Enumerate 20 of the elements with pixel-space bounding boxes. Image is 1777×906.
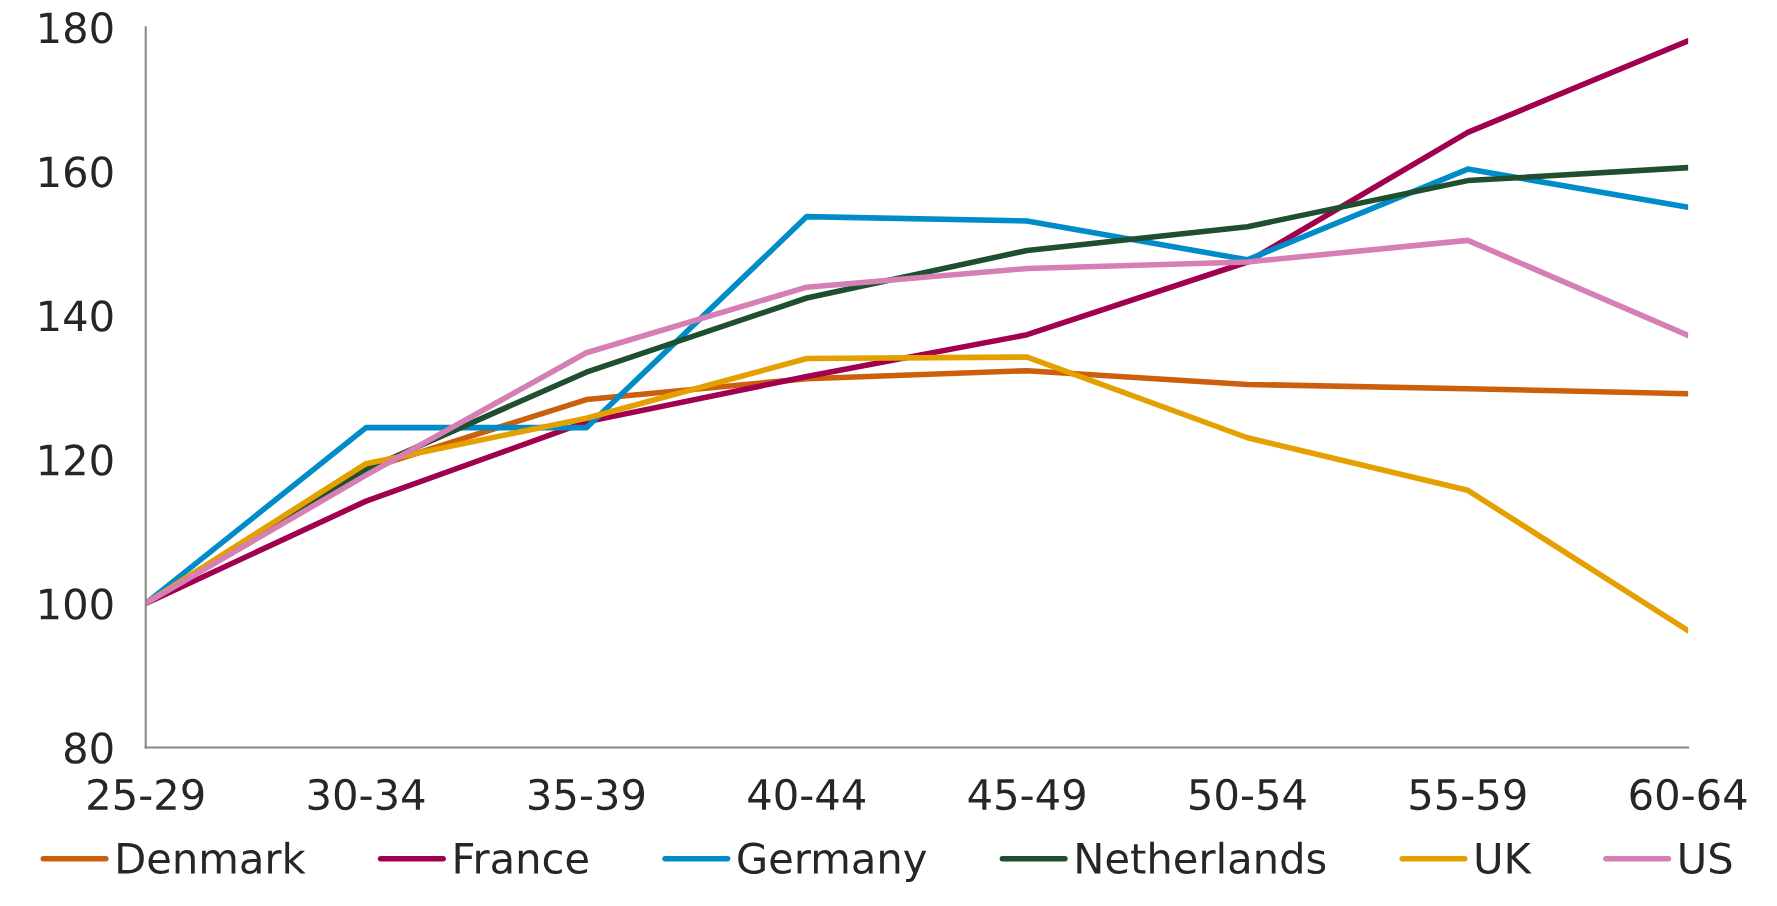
x-tick-label: 45-49 bbox=[968, 778, 1085, 811]
y-tick-label: 80 bbox=[64, 732, 113, 764]
x-tick-label: 35-39 bbox=[529, 778, 645, 811]
legend-label: UK bbox=[1476, 843, 1532, 875]
legend-label: US bbox=[1680, 842, 1732, 875]
y-tick-label: 120 bbox=[40, 444, 113, 476]
legend-label: Netherlands bbox=[1077, 841, 1326, 875]
legend-label: Denmark bbox=[118, 841, 306, 875]
x-tick-label: 55-59 bbox=[1410, 778, 1526, 811]
x-tick-label: 25-29 bbox=[88, 778, 204, 811]
x-tick-label: 60-64 bbox=[1630, 778, 1747, 811]
x-tick-label: 50-54 bbox=[1190, 778, 1306, 811]
y-tick-label: 180 bbox=[40, 12, 113, 44]
y-tick-label: 100 bbox=[40, 588, 113, 620]
x-tick-label: 40-44 bbox=[748, 778, 865, 811]
x-tick-label: 30-34 bbox=[308, 778, 425, 811]
y-tick-label: 160 bbox=[40, 156, 113, 188]
y-tick-label: 140 bbox=[40, 300, 113, 332]
legend-label: Germany bbox=[738, 842, 927, 883]
legend-label: France bbox=[455, 843, 588, 875]
